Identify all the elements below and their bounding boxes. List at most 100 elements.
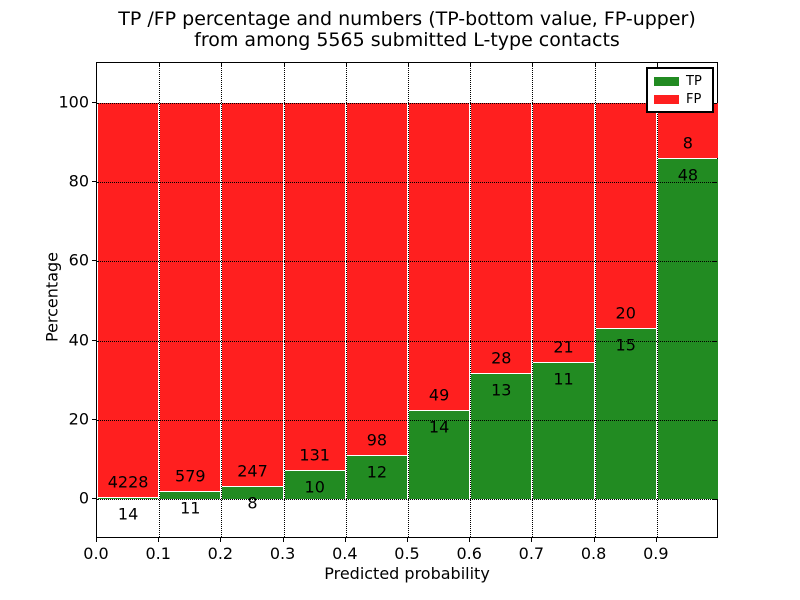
y-tick-40 [92,339,96,341]
x-tick-0.6 [469,538,471,542]
top-tick-0.8 [594,63,596,67]
bar-count-tp-4: 12 [366,462,388,482]
y-tick-label-100: 100 [58,92,89,112]
x-tick-label-0.6: 0.6 [456,544,482,563]
right-tick-20 [713,420,717,421]
gridline-y-60 [97,261,717,263]
bar-count-fp-3: 131 [299,445,330,465]
bar-count-fp-5: 49 [428,385,450,405]
right-tick-60 [713,261,717,263]
gridline-x-0.4 [345,63,347,537]
y-tick-label-20: 20 [68,409,89,429]
x-tick-label-0.3: 0.3 [269,544,296,563]
x-tick-label-0.1: 0.1 [145,544,171,563]
legend-swatch-tp-icon [654,76,679,86]
bar-tp-5 [409,411,470,500]
y-tick-label-40: 40 [68,330,89,350]
bar-count-fp-1: 579 [175,466,206,486]
chart-title-line2: from among 5565 submitted L-type contact… [194,29,620,51]
y-tick-20 [92,419,96,420]
x-tick-0.8 [593,538,595,542]
legend-entry-tp: TP [654,75,706,88]
right-tick-40 [713,340,717,342]
y-tick-0 [92,498,96,500]
legend-label-tp: TP [686,73,702,89]
gridline-y-20 [97,420,717,421]
legend: TP FP [646,67,714,113]
bar-tp-2 [222,486,283,500]
bar-tp-1 [160,491,221,500]
bar-fp-1 [160,102,221,491]
x-tick-label-0.5: 0.5 [394,544,420,563]
bar-count-fp-7: 21 [553,337,574,357]
bar-tp-8 [595,329,656,500]
bar-fp-8 [595,102,656,329]
bar-count-fp-6: 28 [491,348,512,368]
bar-fp-2 [222,102,283,486]
x-tick-0.7 [531,538,533,542]
bar-tp-4 [346,456,407,500]
bar-fp-3 [284,102,345,471]
x-tick-0.4 [344,538,346,542]
x-tick-0.1 [158,538,160,542]
bar-count-tp-8: 15 [615,335,636,355]
bar-count-tp-1: 11 [180,498,201,518]
gridline-y-80 [97,182,717,183]
x-tick-0.3 [282,538,284,542]
top-tick-0.1 [159,63,161,67]
legend-swatch-fp-icon [654,94,679,104]
bar-tp-3 [284,471,345,500]
bar-count-tp-3: 10 [304,477,325,497]
gridline-x-0.5 [408,63,409,537]
top-tick-0.7 [532,63,534,67]
legend-label-fp: FP [686,91,702,107]
bar-count-fp-4: 98 [366,430,388,450]
right-tick-80 [713,182,717,183]
bar-count-tp-9: 48 [677,165,699,185]
gridline-x-0.8 [594,63,596,537]
top-tick-0.6 [470,63,472,67]
bar-fp-4 [346,102,407,456]
legend-entry-fp: FP [654,93,706,106]
bar-fp-6 [471,102,532,373]
y-tick-100 [92,101,96,103]
top-tick-0.2 [221,63,223,67]
gridline-x-0.7 [532,63,534,537]
bar-count-fp-2: 247 [237,461,268,481]
x-tick-0.0 [96,538,97,542]
bar-tp-6 [471,373,532,500]
chart-title: TP /FP percentage and numbers (TP-bottom… [96,9,718,51]
gridline-x-0.3 [283,63,285,537]
x-tick-label-0.9: 0.9 [643,544,669,563]
y-tick-label-80: 80 [68,171,89,191]
bar-count-tp-7: 11 [553,369,574,389]
bar-count-tp-2: 8 [247,493,258,513]
bar-count-fp-0: 4228 [107,472,149,492]
x-tick-0.5 [407,538,408,542]
top-tick-0.5 [408,63,409,67]
gridline-x-0.6 [470,63,472,537]
bar-tp-9 [657,159,718,500]
top-tick-0.9 [656,63,658,67]
top-tick-0.4 [345,63,347,67]
x-axis-label: Predicted probability [324,564,490,583]
bar-count-fp-8: 20 [615,303,636,323]
y-tick-label-60: 60 [68,250,89,270]
gridline-y-40 [97,340,717,342]
chart-title-line1: TP /FP percentage and numbers (TP-bottom… [118,8,696,30]
top-tick-0.3 [283,63,285,67]
gridline-x-0.1 [159,63,161,537]
gridline-y-100 [97,102,717,104]
y-tick-80 [92,181,96,182]
bar-tp-7 [533,362,594,500]
plot-area: 4228 14 579 11 247 8 131 10 98 12 49 14 28 13 21 11 20 15… [96,62,718,538]
right-tick-100 [713,102,717,104]
x-tick-0.2 [220,538,222,542]
bar-fp-5 [409,102,470,411]
y-tick-label-0: 0 [78,488,89,508]
x-tick-label-0.7: 0.7 [518,544,545,563]
bar-tp-0 [98,498,159,500]
bar-count-tp-6: 13 [491,380,512,400]
right-tick-0 [713,499,717,501]
